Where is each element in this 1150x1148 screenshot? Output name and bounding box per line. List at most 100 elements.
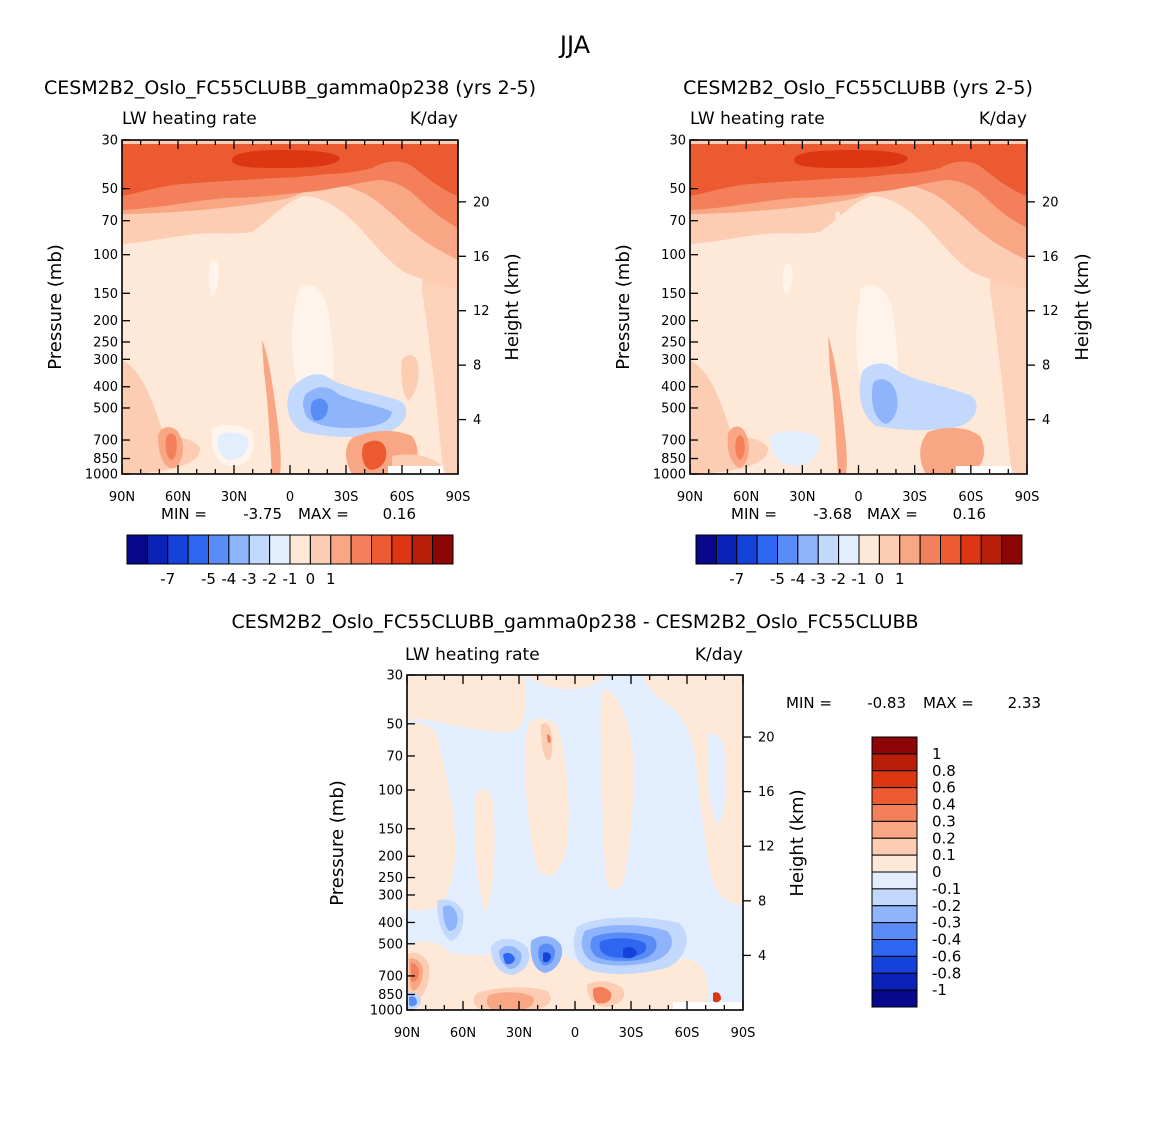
y-tick-label: 250 — [93, 335, 118, 350]
colorbar-box — [736, 534, 758, 565]
colorbar-box — [269, 534, 291, 565]
colorbar-label: 0.6 — [932, 779, 956, 797]
colorbar-box — [797, 534, 819, 565]
y-tick-label: 500 — [661, 401, 686, 416]
colorbar-label: -0.8 — [932, 964, 961, 982]
panel-exp: CESM2B2_Oslo_FC55CLUBB_gamma0p238 (yrs 2… — [44, 77, 536, 588]
colorbar-box — [871, 972, 918, 991]
x-axis-ticks: 90N 60N 30N 0 30S 60S 90S — [109, 140, 470, 505]
min-label: MIN = — [731, 505, 777, 523]
y-tick-label: 700 — [661, 434, 686, 449]
y2-axis-ticks: 20 16 12 8 4 — [743, 731, 775, 964]
colorbar-box — [899, 534, 921, 565]
y-tick-label: 100 — [661, 248, 686, 263]
colorbar-label: 0 — [875, 570, 885, 588]
colorbar-box — [940, 534, 962, 565]
x-tick-label: 60S — [390, 490, 415, 505]
figure-title: JJA — [558, 31, 591, 59]
y2-tick-label: 12 — [473, 304, 490, 319]
y-tick-label: 50 — [669, 182, 686, 197]
y-tick-label: 200 — [378, 850, 403, 865]
colorbar-box — [919, 534, 941, 565]
colorbar-label: -7 — [729, 570, 744, 588]
colorbar-box — [871, 736, 918, 755]
y-tick-label: 850 — [661, 452, 686, 467]
y2-axis-ticks: 20 16 12 8 4 — [1027, 195, 1059, 428]
y-tick-label: 400 — [661, 380, 686, 395]
x-tick-label: 60N — [733, 490, 759, 505]
colorbar-label: 0.1 — [932, 846, 956, 864]
colorbar-box — [391, 534, 413, 565]
y-tick-label: 70 — [386, 749, 403, 764]
y-axis-label: Pressure (mb) — [45, 244, 66, 370]
y-tick-label: 200 — [661, 314, 686, 329]
colorbar-box — [228, 534, 250, 565]
y-tick-label: 70 — [101, 214, 118, 229]
y2-tick-label: 8 — [473, 359, 481, 374]
variable-label: LW heating rate — [122, 109, 257, 129]
y-tick-label: 1000 — [370, 1004, 403, 1019]
colorbar-box — [756, 534, 778, 565]
x-tick-label: 0 — [571, 1026, 579, 1041]
colorbar-box — [871, 905, 918, 924]
y-tick-label: 30 — [101, 134, 118, 149]
colorbar-box — [187, 534, 209, 565]
max-label: MAX = — [923, 694, 974, 712]
colorbar-label: -2 — [831, 570, 846, 588]
y-tick-label: 50 — [386, 717, 403, 732]
variable-label: LW heating rate — [405, 645, 540, 665]
colorbar-box — [871, 888, 918, 907]
colorbar-box — [871, 820, 918, 839]
x-tick-label: 90N — [677, 490, 703, 505]
colorbar-label: -3 — [811, 570, 826, 588]
colorbar-box — [350, 534, 372, 565]
x-tick-label: 30N — [506, 1026, 532, 1041]
colorbar-label: 0 — [306, 570, 316, 588]
colorbar-box — [167, 534, 189, 565]
y-tick-label: 1000 — [85, 468, 118, 483]
y-tick-label: 100 — [378, 784, 403, 799]
colorbar-label: 0.3 — [932, 812, 956, 830]
y2-tick-label: 16 — [473, 250, 490, 265]
colorbar-box — [248, 534, 271, 565]
colorbar-label: -1 — [932, 981, 947, 999]
colorbar-label: 0.8 — [932, 762, 956, 780]
colorbar-label: -4 — [221, 570, 236, 588]
colorbar-box — [871, 955, 918, 974]
y2-tick-label: 20 — [758, 731, 775, 746]
colorbar-label: -0.2 — [932, 897, 961, 915]
x-tick-label: 90N — [109, 490, 135, 505]
y-tick-label: 1000 — [653, 468, 686, 483]
y2-tick-label: 4 — [758, 949, 766, 964]
x-tick-label: 30S — [902, 490, 927, 505]
y-tick-label: 150 — [661, 287, 686, 302]
min-value: -0.83 — [867, 694, 906, 712]
y-tick-label: 150 — [378, 822, 403, 837]
panel-ctl: CESM2B2_Oslo_FC55CLUBB (yrs 2-5) LW heat… — [613, 77, 1093, 588]
y-tick-label: 300 — [661, 353, 686, 368]
x-tick-label: 0 — [286, 490, 294, 505]
colorbar-label: -1 — [852, 570, 867, 588]
colorbar-label: -4 — [790, 570, 805, 588]
y-tick-label: 250 — [378, 871, 403, 886]
colorbar-label: 1 — [932, 745, 942, 763]
colorbar-box — [871, 804, 918, 822]
colorbar-label: -0.3 — [932, 914, 961, 932]
y2-axis-label: Height (km) — [1072, 253, 1093, 360]
y-axis-label: Pressure (mb) — [327, 780, 348, 906]
y2-tick-label: 20 — [1042, 195, 1059, 210]
y-tick-label: 30 — [386, 669, 403, 684]
colorbar: 10.80.60.40.30.20.10-0.1-0.2-0.3-0.4-0.6… — [871, 736, 961, 1008]
min-value: -3.68 — [813, 505, 852, 523]
colorbar: -7 -5 -4 -3 -2 -1 0 1 — [695, 534, 1023, 588]
y-tick-label: 150 — [93, 287, 118, 302]
y2-axis-ticks: 20 16 12 8 4 — [458, 195, 490, 428]
y-tick-label: 30 — [669, 134, 686, 149]
x-axis-ticks: 90N 60N 30N 0 30S 60S 90S — [677, 140, 1039, 505]
y-tick-label: 50 — [101, 182, 118, 197]
colorbar-box — [871, 939, 918, 957]
x-tick-label: 30N — [221, 490, 247, 505]
y-tick-label: 500 — [378, 937, 403, 952]
colorbar-label: -0.1 — [932, 880, 961, 898]
